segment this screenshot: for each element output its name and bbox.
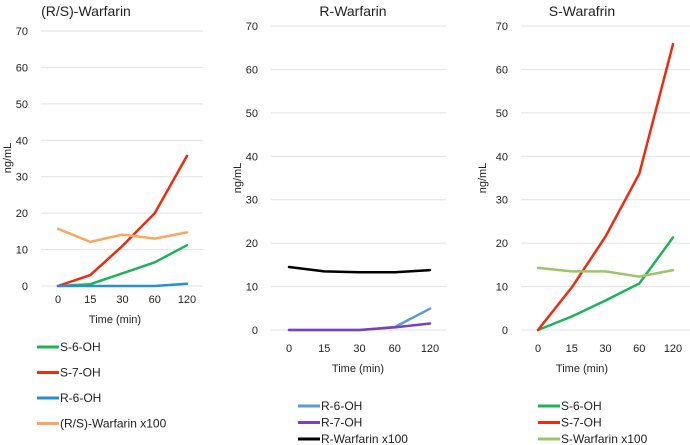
x-axis-label: Time (min) <box>89 314 141 326</box>
x-tick-label: 15 <box>84 294 96 306</box>
y-tick-label: 0 <box>22 281 28 293</box>
y-axis-label: ng/mL <box>477 163 489 194</box>
y-tick-label: 0 <box>502 325 508 337</box>
legend-item: S-7-OH <box>37 366 101 380</box>
x-tick-label: 60 <box>149 294 161 306</box>
y-tick-label: 30 <box>496 195 508 207</box>
chart-panel-2: R-Warfarin 0 10 20 30 40 50 60 70 ng/mL 0 15 30 60 120… <box>232 3 446 445</box>
y-tick-label: 20 <box>496 238 508 250</box>
x-tick-label: 15 <box>566 343 578 355</box>
series-line-s-warfarin-x100 <box>536 266 675 278</box>
y-tick-label: 10 <box>16 245 28 257</box>
y-tick-label: 70 <box>246 21 258 33</box>
x-tick-label: 0 <box>55 294 61 306</box>
chart-title: R-Warfarin <box>319 3 386 19</box>
y-tick-label: 30 <box>246 195 258 207</box>
y-tick-label: 60 <box>246 64 258 76</box>
legend-item: R-6-OH <box>298 399 362 413</box>
series-line-s-7-oh <box>536 42 675 332</box>
legend-label: R-6-OH <box>321 399 362 413</box>
legend-label: S-Warfarin x100 <box>561 432 648 445</box>
legend: S-6-OH S-7-OH R-6-OH (R/S)-Warfarin x100 <box>37 340 167 431</box>
legend-label: R-Warfarin x100 <box>321 432 408 445</box>
legend-label: R-6-OH <box>60 391 101 405</box>
y-tick-label: 50 <box>16 99 28 111</box>
x-tick-label: 15 <box>318 343 330 355</box>
x-axis-label: Time (min) <box>332 363 384 375</box>
y-tick-label: 70 <box>16 26 28 38</box>
series-line-s-7-oh <box>56 154 189 288</box>
y-tick-label: 20 <box>246 238 258 250</box>
legend-item: S-Warfarin x100 <box>538 432 648 445</box>
legend-item: S-7-OH <box>538 416 602 430</box>
y-tick-label: 40 <box>246 151 258 163</box>
y-tick-label: 60 <box>496 64 508 76</box>
legend: R-6-OH R-7-OH R-Warfarin x100 <box>298 399 408 445</box>
y-tick-label: 10 <box>496 282 508 294</box>
x-tick-label: 120 <box>178 294 196 306</box>
x-tick-label: 30 <box>599 343 611 355</box>
legend-label: (R/S)-Warfarin x100 <box>60 417 167 431</box>
y-tick-label: 40 <box>16 135 28 147</box>
series-line-r-s-warfarin-x100 <box>56 227 189 244</box>
chart-title: (R/S)-Warfarin <box>41 3 131 19</box>
x-tick-label: 30 <box>116 294 128 306</box>
legend-label: R-7-OH <box>321 416 362 430</box>
chart-panel-3: S-Warafrin 0 10 20 30 40 50 60 70 ng/mL 0 15 30 60 120… <box>477 3 690 445</box>
y-tick-label: 70 <box>496 21 508 33</box>
y-axis-label: ng/mL <box>2 143 14 174</box>
legend-item: R-Warfarin x100 <box>298 432 408 445</box>
x-tick-label: 0 <box>286 343 292 355</box>
legend-item: R-6-OH <box>37 391 101 405</box>
legend-label: S-7-OH <box>561 416 602 430</box>
y-tick-label: 60 <box>16 62 28 74</box>
legend-label: S-7-OH <box>60 366 101 380</box>
x-tick-label: 30 <box>353 343 365 355</box>
x-axis-label: Time (min) <box>556 363 608 375</box>
legend-item: S-6-OH <box>538 399 602 413</box>
y-tick-label: 50 <box>246 108 258 120</box>
y-tick-label: 30 <box>16 172 28 184</box>
legend-item: (R/S)-Warfarin x100 <box>37 417 167 431</box>
chart-title: S-Warafrin <box>549 3 615 19</box>
legend-item: S-6-OH <box>37 340 101 354</box>
x-tick-label: 120 <box>664 343 682 355</box>
y-tick-label: 40 <box>496 151 508 163</box>
legend-label: S-6-OH <box>561 399 602 413</box>
series-line-s-6-oh <box>536 236 675 332</box>
y-tick-label: 0 <box>252 325 258 337</box>
y-axis-label: ng/mL <box>232 163 244 194</box>
x-tick-label: 60 <box>389 343 401 355</box>
chart-panel-1: (R/S)-Warfarin 0 10 20 30 40 50 60 70 ng/mL 0 15 30 6… <box>2 3 203 431</box>
series-line-r-7-oh <box>287 322 432 332</box>
legend-item: R-7-OH <box>298 416 362 430</box>
legend: S-6-OH S-7-OH S-Warfarin x100 <box>538 399 648 445</box>
legend-label: S-6-OH <box>60 340 101 354</box>
x-tick-label: 0 <box>535 343 541 355</box>
x-tick-label: 120 <box>421 343 439 355</box>
y-tick-label: 10 <box>246 282 258 294</box>
y-tick-label: 50 <box>496 108 508 120</box>
y-tick-label: 20 <box>16 208 28 220</box>
series-line-r-warfarin-x100 <box>287 265 432 274</box>
x-tick-label: 60 <box>633 343 645 355</box>
